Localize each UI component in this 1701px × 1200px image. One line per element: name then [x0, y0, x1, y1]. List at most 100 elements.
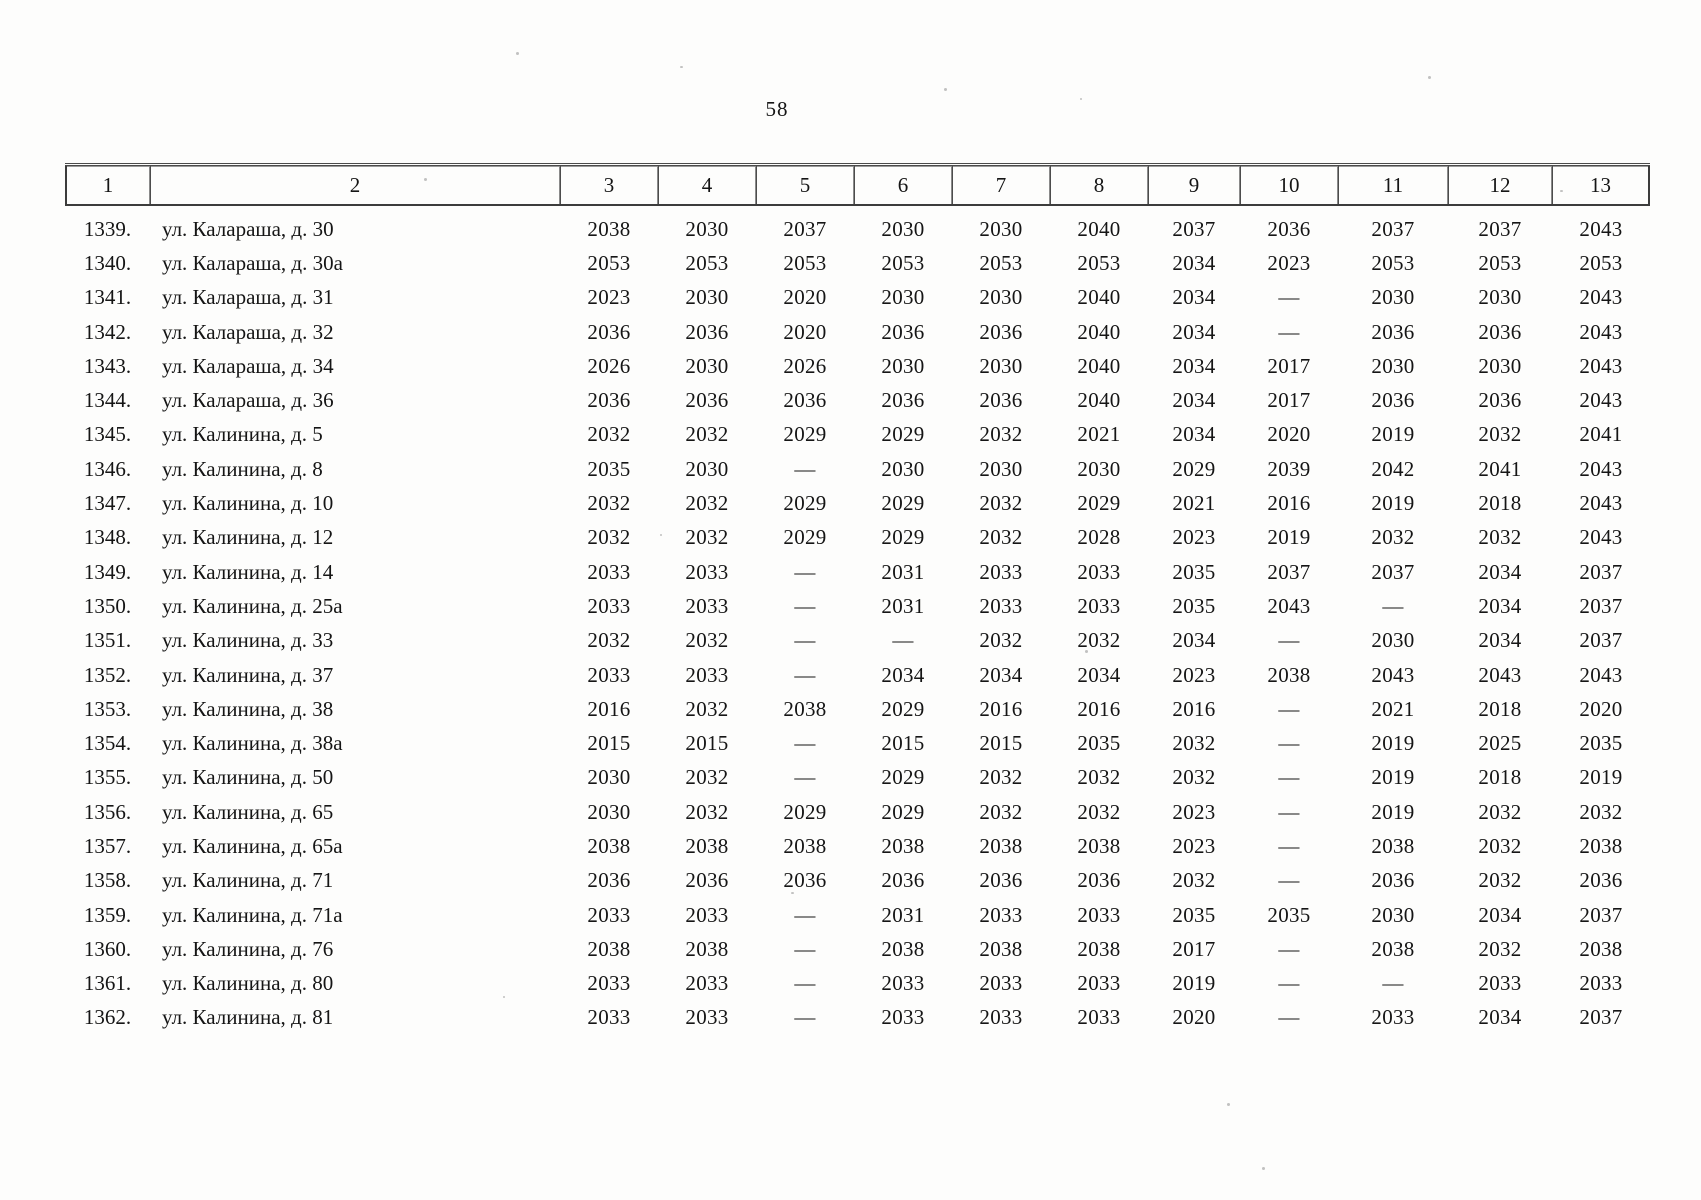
year-value-cell: 2036 [587, 868, 631, 893]
header-cell: 11 [1338, 166, 1448, 204]
year-value-cell: 2037 [1172, 216, 1216, 241]
year-value-cell: 2030 [881, 353, 925, 378]
year-value-cell: 2037 [1579, 628, 1623, 653]
address-cell: ул. Калинина, д. 65 [162, 799, 334, 824]
year-value-cell: — [1278, 285, 1300, 310]
year-value-cell: 2032 [685, 525, 729, 550]
table-row: 1359. ул. Калинина, д. 71а 2033 2033 — 2031 20… [65, 898, 1650, 932]
year-value-cell: 2053 [1371, 250, 1415, 275]
row-number-cell: 1357. [83, 833, 132, 858]
year-value-cell: 2019 [1371, 799, 1415, 824]
year-value-cell: 2021 [1077, 422, 1121, 447]
year-value-cell: 2019 [1371, 765, 1415, 790]
year-value-cell: 2033 [587, 593, 631, 618]
year-value-cell: 2033 [587, 971, 631, 996]
year-value-cell: 2030 [1371, 902, 1415, 927]
year-value-cell: 2029 [1172, 456, 1216, 481]
year-value-cell: 2037 [1579, 1005, 1623, 1030]
year-value-cell: 2032 [685, 628, 729, 653]
year-value-cell: 2019 [1172, 971, 1216, 996]
year-value-cell: — [1278, 731, 1300, 756]
table-row: 1356. ул. Калинина, д. 65 2030 2032 2029 2029… [65, 795, 1650, 829]
year-value-cell: 2038 [1077, 833, 1121, 858]
year-value-cell: 2033 [979, 559, 1023, 584]
year-value-cell: 2033 [685, 559, 729, 584]
address-cell: ул. Калараша, д. 30 [162, 216, 334, 241]
header-cell: 10 [1240, 166, 1338, 204]
year-value-cell: 2030 [685, 216, 729, 241]
year-value-cell: 2017 [1267, 388, 1311, 413]
year-value-cell: 2030 [979, 456, 1023, 481]
year-value-cell: — [794, 731, 816, 756]
address-cell: ул. Калинина, д. 25а [162, 593, 343, 618]
year-value-cell: 2043 [1579, 662, 1623, 687]
year-value-cell: 2035 [1172, 902, 1216, 927]
year-value-cell: 2039 [1267, 456, 1311, 481]
year-value-cell: 2043 [1478, 662, 1522, 687]
year-value-cell: 2038 [783, 833, 827, 858]
year-value-cell: 2032 [685, 491, 729, 516]
row-number-cell: 1339. [83, 216, 132, 241]
table-row: 1353. ул. Калинина, д. 38 2016 2032 2038 2029… [65, 692, 1650, 726]
year-value-cell: 2033 [881, 1005, 925, 1030]
year-value-cell: 2018 [1478, 765, 1522, 790]
year-value-cell: — [1382, 971, 1404, 996]
year-value-cell: 2032 [979, 525, 1023, 550]
header-cell: 6 [854, 166, 952, 204]
year-value-cell: 2035 [1077, 731, 1121, 756]
year-value-cell: 2030 [1478, 285, 1522, 310]
year-value-cell: 2029 [881, 799, 925, 824]
year-value-cell: 2035 [1172, 593, 1216, 618]
year-value-cell: 2023 [1172, 525, 1216, 550]
year-value-cell: 2032 [685, 422, 729, 447]
year-value-cell: 2025 [1478, 731, 1522, 756]
year-value-cell: 2019 [1371, 422, 1415, 447]
year-value-cell: 2033 [587, 1005, 631, 1030]
year-value-cell: — [1278, 936, 1300, 961]
year-value-cell: 2032 [1478, 868, 1522, 893]
year-value-cell: 2029 [783, 491, 827, 516]
address-cell: ул. Калинина, д. 65а [162, 833, 343, 858]
year-value-cell: 2034 [1478, 593, 1522, 618]
row-number-cell: 1351. [83, 628, 132, 653]
year-value-cell: 2053 [685, 250, 729, 275]
year-value-cell: 2037 [1478, 216, 1522, 241]
table-row: 1355. ул. Калинина, д. 50 2030 2032 — 2029 203… [65, 761, 1650, 795]
year-value-cell: 2038 [979, 936, 1023, 961]
header-cell: 8 [1050, 166, 1148, 204]
year-value-cell: 2029 [783, 799, 827, 824]
schedule-table: 1 2 3 4 5 6 7 8 9 10 11 12 13 1339. ул. Калараша, д. … [65, 163, 1650, 1035]
scan-speck [791, 892, 794, 894]
table-row: 1343. ул. Калараша, д. 34 2026 2030 2026 2030… [65, 349, 1650, 383]
year-value-cell: 2038 [587, 216, 631, 241]
row-number-cell: 1349. [83, 559, 132, 584]
row-number-cell: 1344. [83, 388, 132, 413]
year-value-cell: 2038 [1077, 936, 1121, 961]
year-value-cell: 2032 [1478, 936, 1522, 961]
year-value-cell: 2033 [1077, 559, 1121, 584]
year-value-cell: 2040 [1077, 319, 1121, 344]
year-value-cell: 2015 [685, 731, 729, 756]
year-value-cell: 2053 [1077, 250, 1121, 275]
table-row: 1361. ул. Калинина, д. 80 2033 2033 — 2033 203… [65, 967, 1650, 1001]
year-value-cell: 2029 [881, 491, 925, 516]
year-value-cell: 2036 [685, 388, 729, 413]
year-value-cell: 2038 [685, 833, 729, 858]
year-value-cell: 2030 [1478, 353, 1522, 378]
header-cell: 2 [150, 166, 560, 204]
row-number-cell: 1355. [83, 765, 132, 790]
year-value-cell: 2015 [587, 731, 631, 756]
year-value-cell: 2036 [881, 868, 925, 893]
address-cell: ул. Калинина, д. 38 [162, 696, 334, 721]
address-cell: ул. Калараша, д. 31 [162, 285, 334, 310]
scan-speck [503, 996, 505, 998]
year-value-cell: 2038 [1267, 662, 1311, 687]
year-value-cell: 2018 [1478, 696, 1522, 721]
year-value-cell: 2032 [685, 799, 729, 824]
year-value-cell: 2035 [1172, 559, 1216, 584]
scan-speck [660, 534, 662, 536]
year-value-cell: — [1278, 765, 1300, 790]
year-value-cell: 2020 [783, 319, 827, 344]
header-cell: 5 [756, 166, 854, 204]
year-value-cell: 2032 [1172, 765, 1216, 790]
